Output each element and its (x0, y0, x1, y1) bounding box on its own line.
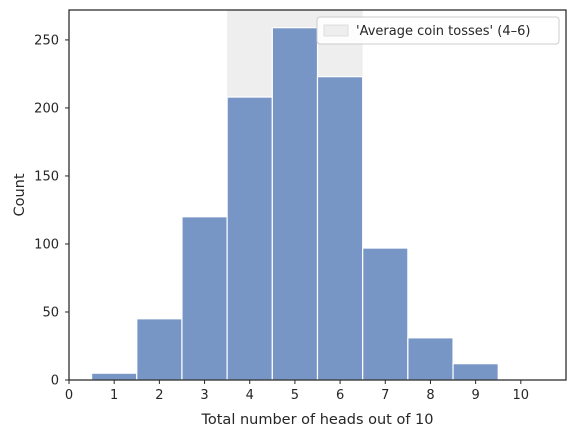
plot-frame (68, 9, 567, 381)
x-tick-label: 9 (471, 388, 479, 403)
bar-8 (407, 337, 454, 381)
bar-4 (226, 96, 273, 381)
legend-swatch (323, 24, 349, 37)
bar-3 (181, 216, 228, 381)
y-tick-label: 150 (34, 169, 59, 184)
y-tick-label: 200 (34, 101, 59, 116)
x-tick-label: 3 (200, 388, 208, 403)
bar-1 (90, 372, 138, 381)
bar-5 (271, 27, 319, 381)
x-tick-label: 1 (110, 388, 118, 403)
y-tick-label: 0 (51, 374, 59, 389)
x-tick-label: 4 (246, 388, 254, 403)
x-tick-label: 2 (155, 388, 163, 403)
y-axis-label: Count (12, 173, 28, 216)
x-axis-label: Total number of heads out of 10 (200, 412, 433, 428)
bar-6 (316, 76, 364, 381)
legend-label: 'Average coin tosses' (4–6) (356, 24, 530, 39)
y-tick-label: 100 (34, 237, 59, 252)
bar-7 (362, 247, 409, 381)
y-tick-label: 250 (34, 33, 59, 48)
legend-box (316, 16, 560, 45)
x-tick-label: 6 (336, 388, 344, 403)
bar-2 (136, 318, 183, 381)
bars-layer (90, 27, 499, 381)
x-tick-label: 7 (381, 388, 389, 403)
legend: 'Average coin tosses' (4–6) (316, 16, 560, 45)
y-tick-label: 50 (42, 305, 59, 320)
y-ticks: 0 50 100 150 200 250 (34, 33, 69, 389)
x-tick-label: 8 (426, 388, 434, 403)
x-tick-label: 5 (291, 388, 299, 403)
bar-9 (452, 363, 499, 381)
x-tick-label: 0 (65, 388, 73, 403)
x-ticks: 0 1 2 3 4 5 6 7 8 9 10 (65, 380, 529, 403)
x-tick-label: 10 (513, 388, 530, 403)
